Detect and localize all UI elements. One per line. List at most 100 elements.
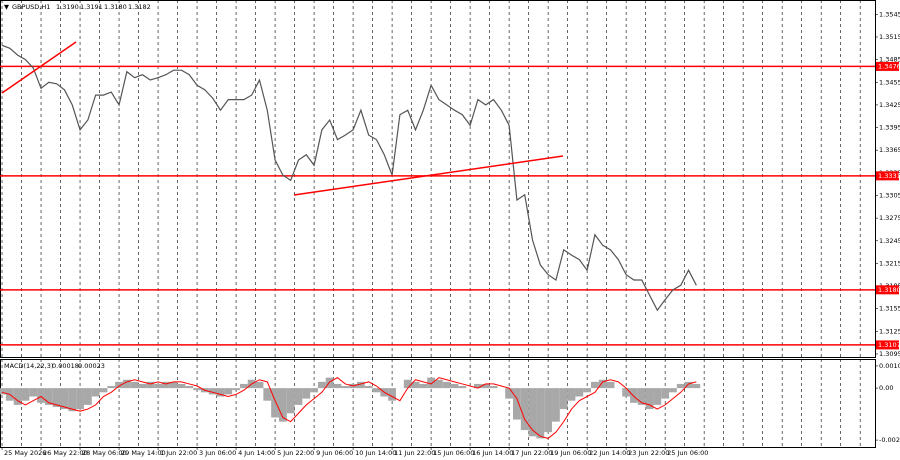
- level-label-bg: [876, 340, 899, 350]
- levels: 1.3476 1.3331 1.3180 1.3107: [0, 61, 900, 350]
- macd-bar: [435, 379, 443, 389]
- macd-bar: [583, 388, 592, 393]
- macd-bar: [115, 381, 123, 389]
- macd-bar: [146, 381, 155, 389]
- macd-bar: [598, 379, 607, 389]
- x-tick-label: 29 May 14:00: [121, 449, 166, 457]
- macd-bar: [427, 377, 436, 389]
- x-tick-label: 17 Jun 22:00: [511, 449, 552, 457]
- macd-bar: [458, 386, 467, 389]
- macd-bar: [185, 386, 194, 389]
- y-tick-label: 1.3095: [879, 350, 900, 358]
- macd-bar: [333, 383, 342, 389]
- macd-bar: [122, 379, 131, 389]
- y-tick-label: 1.3545: [879, 10, 900, 18]
- y-tick-label: 0.00106: [879, 362, 900, 370]
- macd-bar: [513, 388, 521, 420]
- macd-bar: [278, 388, 287, 422]
- macd-bar: [661, 388, 670, 399]
- quote: 1.3190: [56, 3, 79, 11]
- menu-arrow[interactable]: ▼: [4, 3, 9, 11]
- level-label-bg: [876, 285, 899, 295]
- y-tick-label: 1.3215: [879, 259, 900, 267]
- macd-bar: [388, 388, 396, 401]
- macd-bar: [653, 388, 662, 405]
- y-tick-label: -0.00248: [879, 436, 900, 444]
- quote: 1.3180: [104, 3, 127, 11]
- macd-bar: [21, 388, 30, 401]
- x-tick-label: 19 Jun 06:00: [550, 449, 591, 457]
- macd-bar: [528, 388, 537, 437]
- macd-header: MACD(14,22,3) 0.00018 0.00023: [4, 362, 105, 370]
- macd-bar: [208, 388, 217, 395]
- macd-bar: [91, 388, 100, 397]
- quote: 1.3182: [128, 3, 151, 11]
- y-tick-label: 1.3425: [879, 101, 900, 109]
- macd-bar: [559, 388, 568, 410]
- macd-bar: [520, 388, 529, 431]
- macd-bar: [341, 386, 350, 389]
- x-tick-label: 3 Jun 06:00: [199, 449, 236, 457]
- macd-bar: [302, 388, 311, 399]
- y-tick-label: 1.3125: [879, 327, 900, 335]
- quote: 0.00023: [78, 362, 105, 370]
- y-tick-label: 1.3245: [879, 237, 900, 245]
- x-tick-label: 11 Jun 22:00: [394, 449, 435, 457]
- trend-line: [1, 41, 77, 94]
- macd-bar: [442, 381, 451, 389]
- level-label-bg: [876, 61, 899, 71]
- y-tick-label: 1.3305: [879, 191, 900, 199]
- y-tick-label: 1.3515: [879, 33, 900, 41]
- macd-bar: [552, 388, 560, 422]
- main-frame: [0, 0, 876, 358]
- macd-bar: [489, 386, 498, 389]
- y-tick-label: 0.00: [879, 384, 893, 392]
- x-tick-label: 25 May 2026: [4, 449, 46, 457]
- macd-bar: [310, 388, 318, 393]
- macd-bar: [216, 388, 225, 397]
- macd-bar: [403, 379, 412, 389]
- macd-bar: [372, 388, 381, 393]
- y-tick-label: 1.3395: [879, 124, 900, 132]
- macd-bar: [154, 383, 162, 389]
- x-tick-label: 28 May 06:00: [82, 449, 127, 457]
- macd-bar: [567, 388, 576, 401]
- macd-bar: [676, 383, 685, 389]
- macd-bar: [630, 388, 638, 403]
- quote: 0.00018: [52, 362, 79, 370]
- x-tick-label: 25 Jun 06:00: [667, 449, 708, 457]
- macd-bar: [637, 388, 646, 405]
- macd-bar: [575, 388, 584, 397]
- macd-bar: [177, 383, 186, 389]
- macd-bar: [224, 388, 233, 395]
- macd-bar: [544, 388, 553, 433]
- x-tick-label: 26 May 22:00: [43, 449, 88, 457]
- macd-bar: [591, 381, 599, 389]
- x-tick-label: 1 Jun 22:00: [160, 449, 197, 457]
- macd-bar: [364, 386, 373, 389]
- macd-bar: [645, 388, 654, 410]
- macd-bar: [505, 388, 514, 399]
- macd-bar: [44, 388, 53, 405]
- y-tick-label: 1.3155: [879, 305, 900, 313]
- macd-bar: [419, 383, 428, 389]
- y-tick-label: 1.3455: [879, 78, 900, 86]
- x-tick-label: 22 Jun 14:00: [589, 449, 630, 457]
- level-label: 1.3476: [878, 62, 900, 70]
- main-header: ▼ GBPUSD,H1 1.3190 1.3191 1.3180 1.3182: [4, 3, 151, 11]
- macd-bar: [411, 381, 420, 389]
- macd-bar: [294, 388, 303, 405]
- macd-bar: [138, 383, 147, 389]
- macd-bar: [317, 381, 326, 389]
- macd-bar: [161, 381, 170, 389]
- macd-bar: [536, 388, 545, 439]
- macd-bar: [481, 383, 490, 389]
- macd-bar: [669, 388, 677, 393]
- macd-bar: [83, 388, 92, 405]
- macd-bar: [232, 388, 240, 391]
- macd-bar: [263, 388, 272, 401]
- macd-bar: [37, 388, 45, 403]
- macd-bar: [169, 381, 178, 389]
- y-tick-label: 1.3485: [879, 56, 900, 64]
